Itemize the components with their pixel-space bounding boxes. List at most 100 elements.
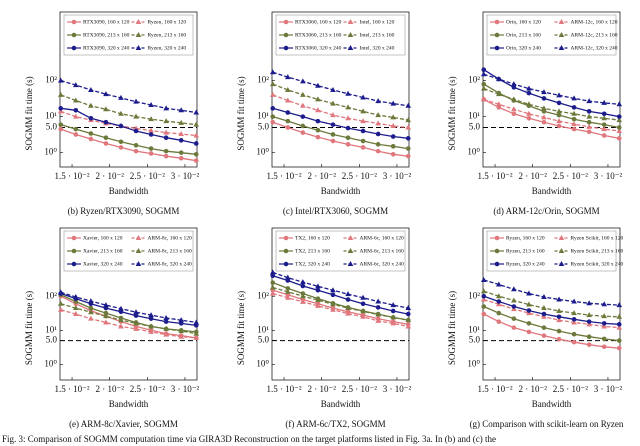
marker-circle (71, 235, 77, 241)
marker-circle (526, 90, 532, 96)
marker-circle (481, 311, 487, 317)
marker-circle (285, 110, 291, 115)
marker-triangle (390, 314, 396, 320)
marker-circle (390, 134, 396, 139)
marker-triangle (405, 323, 412, 329)
marker-triangle (556, 108, 562, 114)
marker-triangle (88, 102, 94, 108)
marker-triangle (148, 127, 154, 133)
marker-circle (601, 344, 607, 350)
x-tick-label: 3 · 10⁻² (383, 384, 412, 394)
legend-box (63, 14, 194, 56)
marker-triangle (315, 297, 321, 303)
marker-circle (571, 331, 577, 337)
x-tick-label: 3 · 10⁻² (171, 384, 200, 394)
marker-triangle (103, 319, 109, 325)
marker-triangle (57, 306, 64, 312)
marker-circle (103, 119, 109, 125)
marker-triangle (300, 102, 306, 108)
marker-triangle (73, 82, 79, 88)
x-tick-label: 1.5 · 10⁻² (266, 171, 301, 181)
marker-circle (375, 148, 381, 154)
marker-circle (315, 127, 321, 133)
x-axis-label: Bandwidth (109, 186, 149, 196)
legend-label: RTX3060, 160 x 120 (295, 19, 342, 25)
y-tick-label: 10² (45, 75, 57, 85)
legend-label: RTX3060, 213 x 160 (295, 32, 342, 38)
x-axis-label: Bandwidth (532, 186, 572, 196)
series-line (60, 94, 197, 126)
marker-circle (571, 126, 577, 132)
marker-triangle (345, 291, 351, 297)
marker-circle (556, 100, 562, 106)
marker-circle (345, 135, 351, 141)
marker-circle (283, 32, 289, 38)
marker-circle (494, 32, 500, 38)
marker-triangle (347, 261, 354, 266)
marker-circle (71, 32, 77, 38)
marker-triangle (285, 294, 291, 300)
marker-triangle (480, 71, 487, 77)
marker-triangle (571, 319, 577, 325)
marker-circle (163, 319, 169, 324)
marker-triangle (571, 95, 577, 101)
marker-circle (586, 342, 592, 347)
series-line (60, 128, 197, 162)
x-tick-label: 3 · 10⁻² (594, 384, 623, 394)
y-tick-label: 10¹ (45, 324, 57, 334)
x-tick-label: 1.5 · 10⁻² (54, 384, 89, 394)
marker-circle (556, 112, 562, 118)
marker-triangle (405, 305, 412, 311)
marker-circle (496, 319, 502, 324)
marker-triangle (193, 334, 200, 340)
marker-triangle (163, 118, 169, 124)
y-tick-label: 10¹ (257, 111, 269, 121)
legend-label: Orin, 160 x 120 (506, 19, 541, 25)
series-line (60, 79, 197, 114)
marker-circle (315, 287, 321, 293)
marker-circle (390, 308, 396, 314)
x-tick-label: 2.5 · 10⁻² (130, 384, 165, 394)
marker-circle (556, 314, 562, 320)
marker-circle (285, 125, 291, 130)
marker-triangle (133, 325, 139, 331)
series-line (272, 286, 409, 321)
marker-triangle (135, 45, 142, 50)
marker-triangle (526, 290, 532, 296)
marker-circle (315, 134, 321, 140)
y-tick-label: 10⁰ (44, 359, 57, 369)
marker-triangle (511, 96, 517, 102)
marker-triangle (269, 91, 276, 97)
legend-box (486, 14, 617, 56)
marker-circle (330, 138, 336, 144)
marker-circle (494, 45, 500, 51)
marker-circle (193, 152, 199, 157)
y-tick-label: 10⁰ (467, 147, 480, 157)
marker-circle (71, 261, 77, 267)
marker-triangle (315, 82, 321, 88)
marker-circle (71, 19, 77, 25)
legend-label: RTX3090, 213 x 160 (83, 32, 130, 38)
marker-circle (375, 142, 381, 147)
marker-circle (163, 135, 169, 141)
marker-triangle (586, 312, 592, 318)
marker-circle (300, 130, 306, 135)
marker-triangle (558, 235, 565, 240)
marker-circle (541, 119, 547, 125)
marker-triangle (511, 81, 517, 87)
marker-circle (315, 118, 321, 124)
marker-circle (481, 67, 487, 73)
marker-circle (586, 109, 592, 114)
x-tick-label: 1.5 · 10⁻² (477, 171, 512, 181)
marker-triangle (345, 310, 351, 316)
series-line (60, 107, 197, 145)
legend-label: TX2, 160 x 120 (295, 235, 330, 241)
marker-circle (178, 155, 184, 161)
x-axis-label: Bandwidth (321, 186, 361, 196)
marker-circle (541, 311, 547, 317)
marker-triangle (347, 45, 354, 50)
marker-circle (133, 128, 139, 134)
marker-triangle (103, 106, 109, 112)
marker-circle (285, 286, 291, 291)
marker-circle (494, 19, 500, 25)
